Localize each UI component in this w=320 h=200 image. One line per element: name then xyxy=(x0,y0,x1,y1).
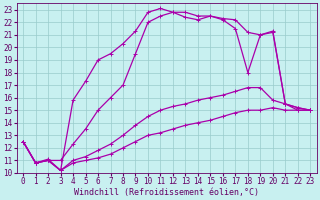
X-axis label: Windchill (Refroidissement éolien,°C): Windchill (Refroidissement éolien,°C) xyxy=(74,188,259,197)
